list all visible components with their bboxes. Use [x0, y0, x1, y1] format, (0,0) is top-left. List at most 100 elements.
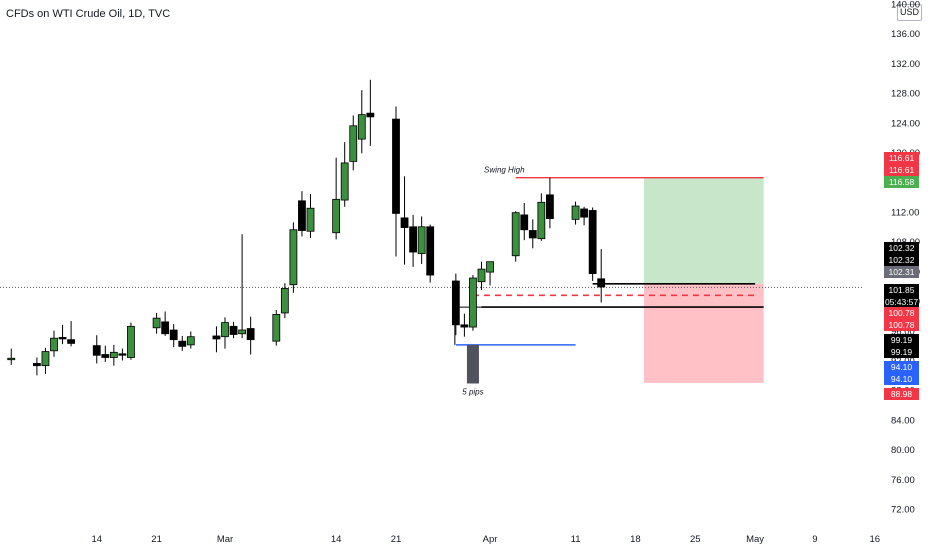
candle[interactable]: [298, 191, 306, 237]
candle[interactable]: [477, 261, 486, 290]
candle-body: [238, 329, 247, 335]
candle[interactable]: [580, 206, 588, 226]
candle[interactable]: [186, 331, 195, 349]
price-label-text: 116.61: [889, 153, 915, 163]
candle-body: [332, 198, 341, 234]
candle-body: [109, 351, 118, 358]
candle[interactable]: [357, 90, 366, 154]
candle-body: [67, 339, 75, 344]
candle-body: [280, 288, 289, 314]
candle[interactable]: [50, 330, 58, 357]
candle[interactable]: [340, 142, 349, 207]
price-label-badge[interactable]: 102.32: [884, 254, 919, 266]
candle[interactable]: [400, 176, 409, 265]
candle[interactable]: [537, 193, 546, 241]
candle[interactable]: [349, 115, 358, 171]
candle[interactable]: [212, 326, 221, 353]
candle-body: [212, 335, 221, 340]
time-tick-label: May: [746, 534, 764, 545]
candle[interactable]: [101, 345, 110, 362]
candle[interactable]: [246, 316, 255, 355]
price-label-badge[interactable]: 88.98: [884, 388, 919, 400]
candle[interactable]: [58, 324, 67, 345]
candle-body: [41, 351, 50, 367]
time-tick-label: Mar: [217, 534, 233, 545]
candle[interactable]: [588, 207, 597, 282]
price-label-badge[interactable]: 102.32: [884, 242, 919, 254]
price-tick-label: 132.00: [891, 59, 920, 70]
candle[interactable]: [67, 321, 75, 347]
price-label-badge[interactable]: 102.31: [884, 266, 919, 278]
candle[interactable]: [272, 309, 281, 346]
candle-body: [306, 207, 315, 232]
price-label-badge[interactable]: 116.61: [884, 152, 919, 164]
candle[interactable]: [7, 348, 16, 365]
candle-body: [289, 229, 298, 286]
candle[interactable]: [528, 219, 537, 249]
candle-body: [58, 337, 67, 340]
price-label-badge[interactable]: 99.19: [884, 346, 919, 358]
candle-body: [409, 226, 418, 253]
candle[interactable]: [169, 324, 178, 348]
candle[interactable]: [127, 322, 135, 360]
candle[interactable]: [409, 214, 418, 267]
candle[interactable]: [289, 222, 298, 293]
candle-body: [246, 328, 255, 341]
candle-body: [272, 314, 281, 342]
swing-high-label: Swing High: [484, 166, 525, 175]
candle[interactable]: [306, 194, 315, 238]
price-label-badge[interactable]: 116.61: [884, 164, 919, 176]
candle-body: [511, 212, 520, 257]
candle[interactable]: [178, 335, 187, 351]
candle-body: [221, 322, 229, 338]
time-tick-label: 18: [630, 534, 641, 545]
price-label-bg: [884, 307, 919, 319]
candle[interactable]: [520, 203, 529, 241]
candle[interactable]: [426, 224, 435, 283]
candle[interactable]: [161, 311, 170, 336]
price-label-bg: [884, 164, 919, 176]
candle-body: [451, 280, 460, 326]
candle[interactable]: [41, 347, 50, 374]
price-label-badge[interactable]: 100.78: [884, 307, 919, 319]
currency-button[interactable]: USD: [897, 4, 922, 21]
candle[interactable]: [571, 201, 580, 225]
candle[interactable]: [332, 157, 341, 240]
price-label-badge[interactable]: 94.10: [884, 361, 919, 373]
loss-zone[interactable]: [643, 283, 764, 383]
candle[interactable]: [392, 106, 400, 257]
candle-body: [426, 226, 435, 276]
candle[interactable]: [417, 216, 426, 264]
price-label-text: 94.10: [891, 374, 913, 384]
candle[interactable]: [366, 79, 375, 146]
price-label-badge[interactable]: 101.85: [884, 284, 919, 296]
pip-bar[interactable]: [466, 344, 479, 384]
candle[interactable]: [511, 211, 520, 262]
candle[interactable]: [546, 177, 554, 229]
candle[interactable]: [486, 261, 494, 286]
candle-body: [528, 230, 537, 239]
candle-body: [571, 205, 580, 220]
candle[interactable]: [451, 273, 460, 336]
candle[interactable]: [460, 313, 469, 337]
candle[interactable]: [221, 317, 229, 349]
candle[interactable]: [109, 344, 118, 366]
price-label-badge[interactable]: 100.78: [884, 319, 919, 331]
price-label-badge[interactable]: 05:43:57: [884, 296, 919, 308]
candle[interactable]: [118, 348, 127, 361]
candle-body: [400, 217, 409, 228]
candle[interactable]: [229, 321, 238, 339]
profit-zone[interactable]: [643, 177, 764, 284]
candle[interactable]: [280, 283, 289, 319]
candle[interactable]: [469, 275, 477, 331]
price-label-badge[interactable]: 99.19: [884, 334, 919, 346]
candle[interactable]: [33, 357, 41, 376]
price-label-text: 102.32: [889, 255, 915, 265]
candle[interactable]: [92, 335, 101, 364]
candle[interactable]: [152, 312, 161, 334]
price-label-badge[interactable]: 116.58: [884, 176, 919, 188]
candle[interactable]: [238, 234, 247, 339]
price-label-badge[interactable]: 94.10: [884, 373, 919, 385]
candle[interactable]: [597, 249, 606, 303]
